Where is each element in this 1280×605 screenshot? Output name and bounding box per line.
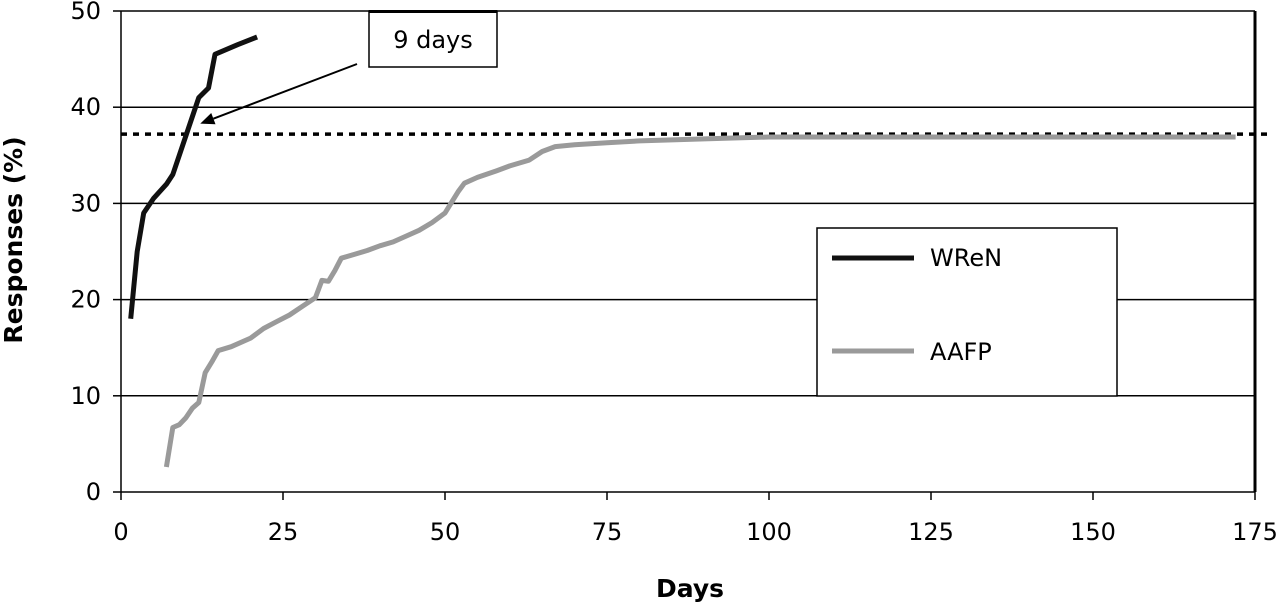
y-tick-label: 30 bbox=[70, 189, 101, 217]
y-axis-title: Responses (%) bbox=[0, 136, 28, 343]
x-tick-label: 25 bbox=[268, 518, 299, 546]
x-tick-label: 175 bbox=[1232, 518, 1278, 546]
y-tick-label: 20 bbox=[70, 286, 101, 314]
x-tick-label: 125 bbox=[908, 518, 954, 546]
annotation-label: 9 days bbox=[393, 26, 473, 54]
x-tick-label: 150 bbox=[1070, 518, 1116, 546]
y-tick-label: 50 bbox=[70, 0, 101, 25]
annotation-box bbox=[368, 10, 498, 68]
x-tick-label: 75 bbox=[592, 518, 623, 546]
y-tick-label: 10 bbox=[70, 382, 101, 410]
y-tick-labels: 0 10 20 30 40 50 bbox=[70, 0, 101, 506]
series-line-wren bbox=[128, 34, 259, 320]
series-line-aafp bbox=[163, 134, 1236, 468]
x-tick-label: 100 bbox=[746, 518, 792, 546]
axes bbox=[113, 10, 1257, 500]
y-tick-label: 0 bbox=[86, 478, 101, 506]
x-tick-label: 50 bbox=[430, 518, 461, 546]
legend-label-wren: WReN bbox=[930, 244, 1002, 272]
legend: WReN AAFP bbox=[816, 227, 1118, 397]
series-group bbox=[128, 34, 1236, 468]
x-axis-title: Days bbox=[656, 574, 724, 603]
y-tick-label: 40 bbox=[70, 93, 101, 121]
annotation-arrowhead bbox=[200, 113, 216, 125]
legend-label-aafp: AAFP bbox=[930, 338, 992, 366]
x-tick-labels: 0 25 50 75 100 125 150 175 bbox=[113, 518, 1278, 546]
annotation-arrow bbox=[213, 63, 358, 120]
x-tick-label: 0 bbox=[113, 518, 128, 546]
annotation: 9 days bbox=[200, 10, 498, 125]
